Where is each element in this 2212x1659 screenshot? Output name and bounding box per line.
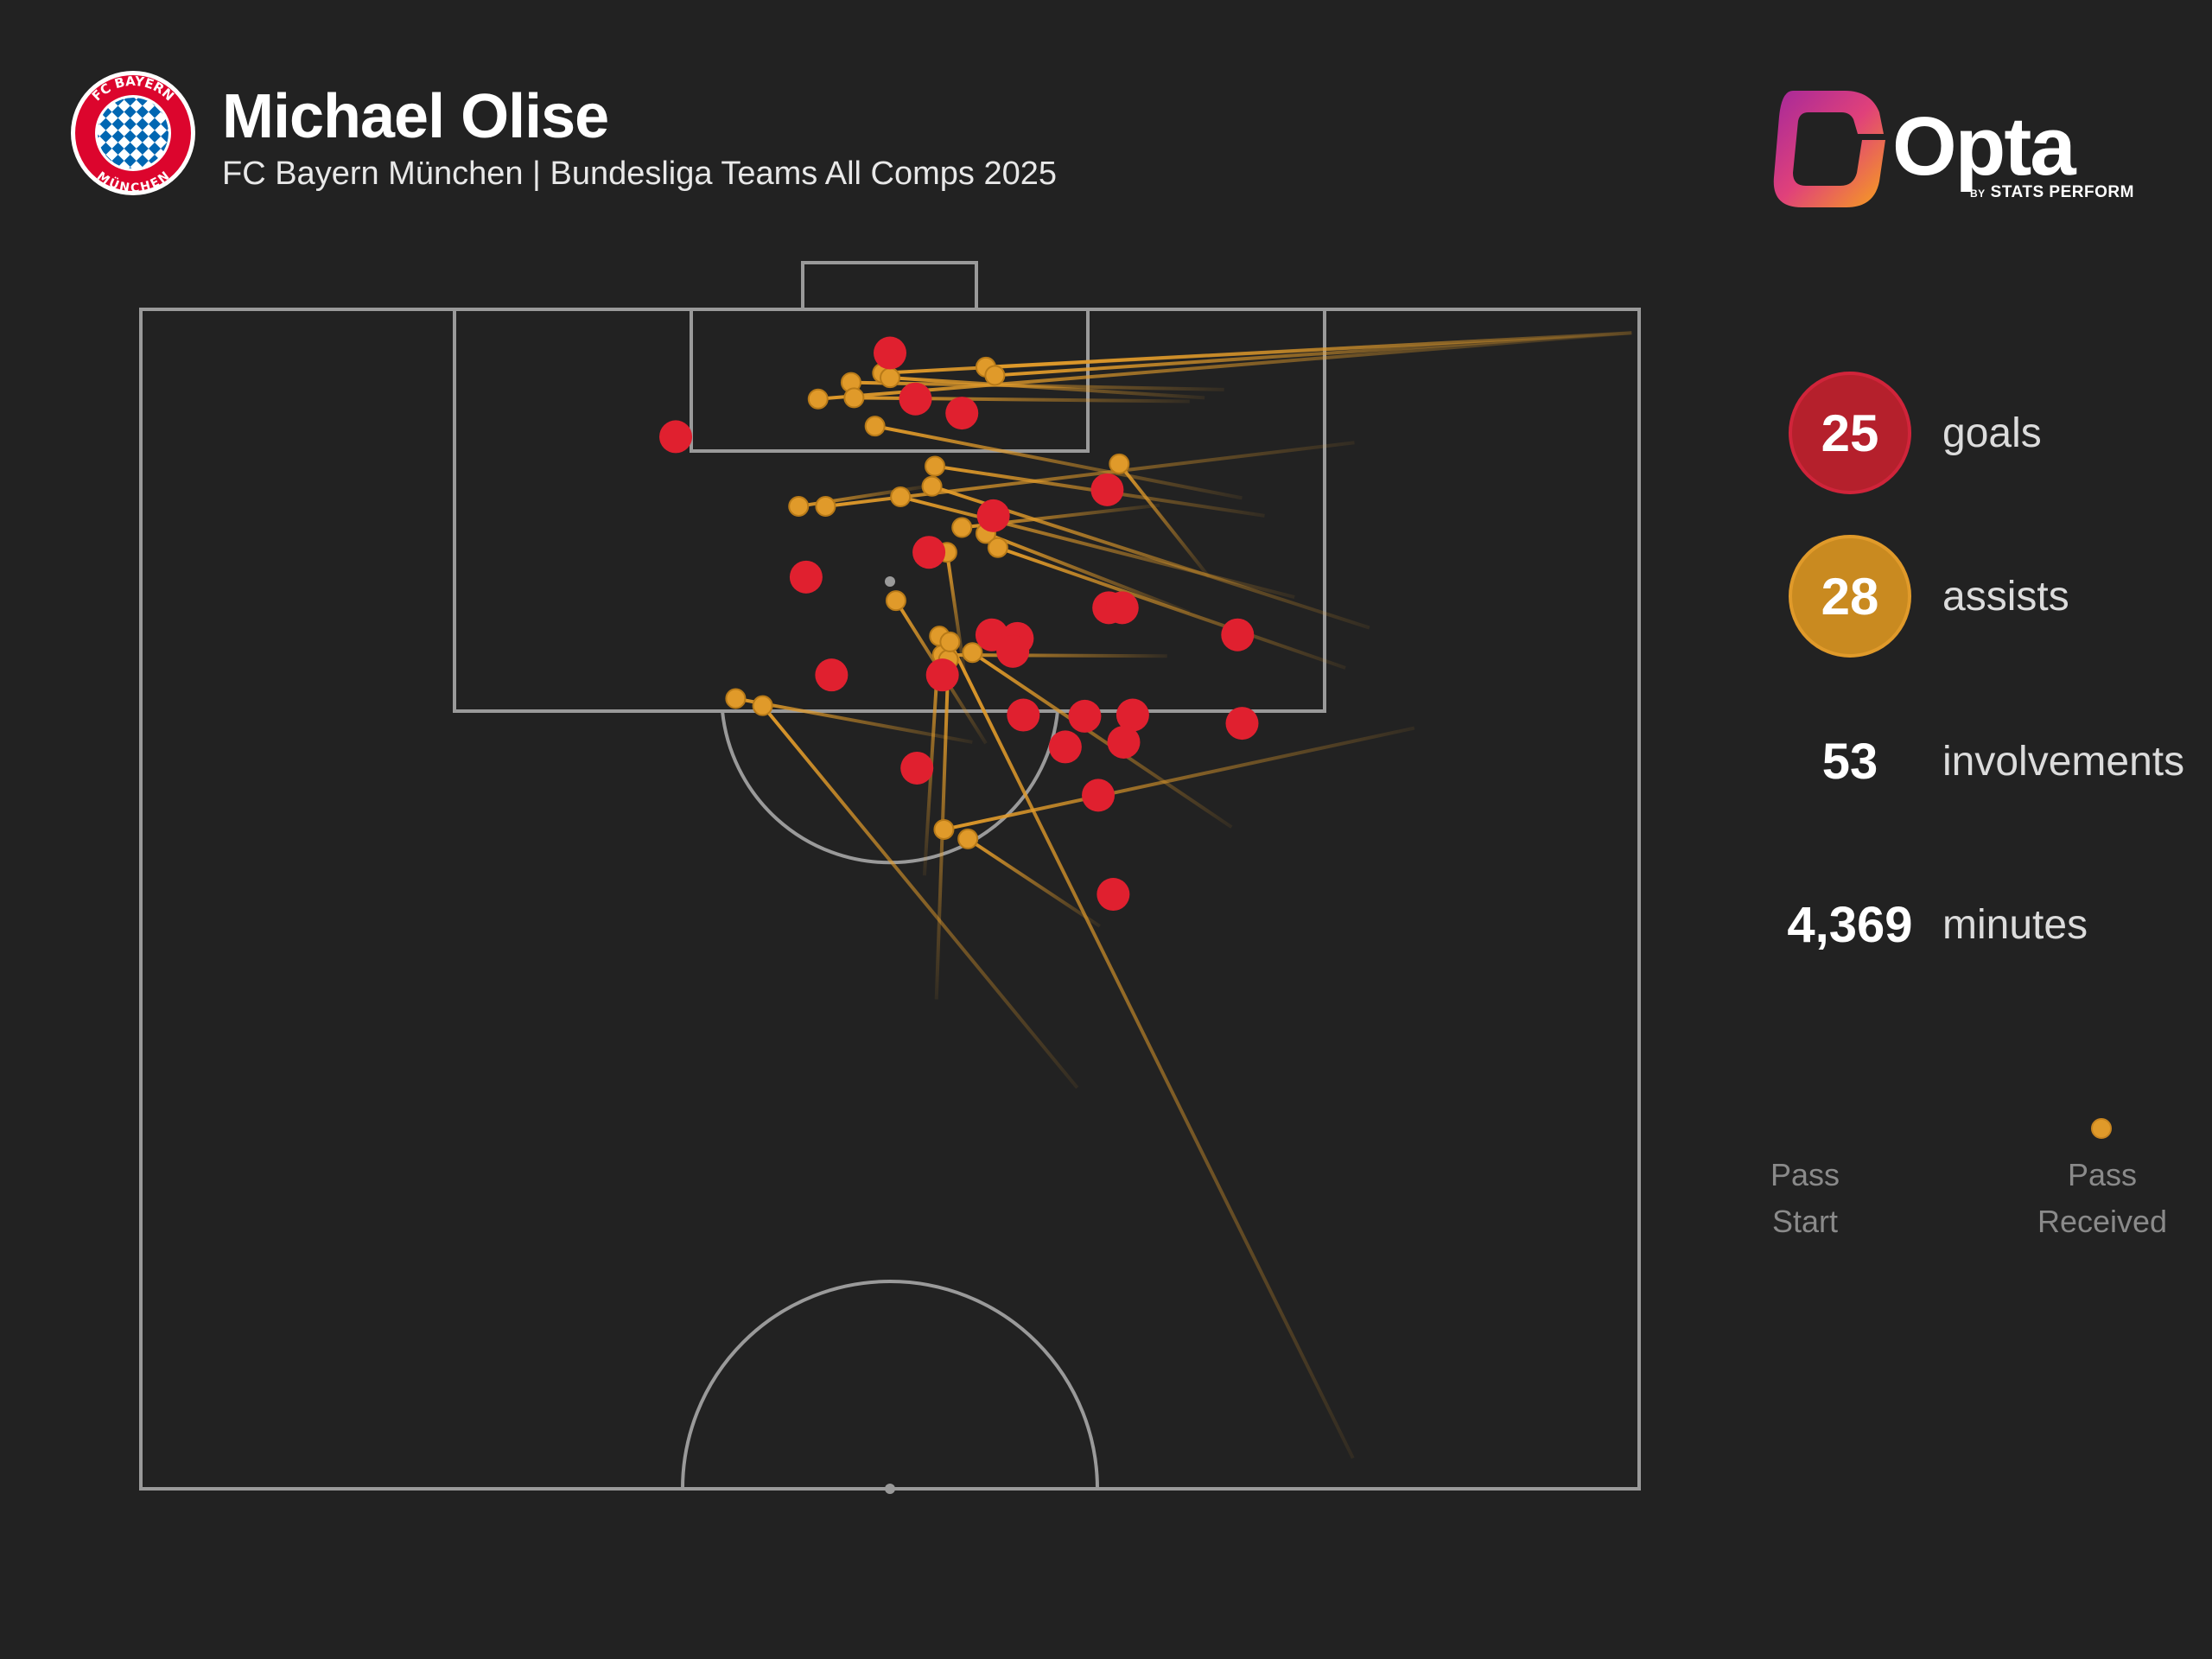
assist-pass-received-dot xyxy=(807,388,829,410)
goal-shot-dot xyxy=(1107,725,1141,759)
goal-shot-dot xyxy=(1082,779,1116,812)
assists-label: assists xyxy=(1942,573,2069,620)
assist-pass-received-dot xyxy=(939,631,961,652)
goal-shot-dot xyxy=(659,420,693,454)
assist-pass-line xyxy=(825,441,1355,508)
stat-minutes: 4,369 minutes xyxy=(1771,863,2203,993)
legend-pass-end-dot xyxy=(2091,1118,2112,1139)
assist-pass-line xyxy=(944,726,1415,831)
goal-shot-dot xyxy=(1221,618,1255,652)
assist-pass-line xyxy=(889,376,1205,400)
assist-pass-received-dot xyxy=(987,537,1008,558)
fc-bayern-badge-icon: FC BAYERN MÜNCHEN xyxy=(71,71,195,195)
penalty-spot xyxy=(885,576,895,587)
opta-logo-icon xyxy=(1773,91,1885,207)
involvements-label: involvements xyxy=(1942,738,2185,785)
assist-pass-received-dot xyxy=(984,365,1006,386)
centre-circle xyxy=(681,1280,1099,1490)
assist-pass-received-dot xyxy=(885,590,906,612)
goal xyxy=(801,261,978,311)
assist-pass-received-dot xyxy=(752,695,773,716)
assist-pass-received-dot xyxy=(933,818,955,840)
assist-pass-line xyxy=(967,837,1101,928)
goal-shot-dot xyxy=(900,751,934,785)
legend-end-label: Pass Received xyxy=(2007,1152,2197,1245)
brand-subtitle: BY STATS PERFORM xyxy=(1970,183,2134,202)
legend-start-label: Pass Start xyxy=(1710,1152,1900,1245)
assist-pass-line xyxy=(948,641,1355,1459)
goal-shot-dot xyxy=(976,499,1010,532)
stat-involvements: 53 involvements xyxy=(1771,700,2203,830)
assist-pass-received-dot xyxy=(962,642,983,664)
brand-sub-text: STATS PERFORM xyxy=(1990,183,2134,201)
goal-shot-dot xyxy=(1096,878,1130,912)
goal-shot-dot xyxy=(1007,698,1040,732)
assist-pass-line xyxy=(761,704,1079,1090)
goal-shot-dot xyxy=(874,336,906,370)
legend-start-line2: Start xyxy=(1771,1204,1839,1239)
goal-shot-dot xyxy=(945,397,979,430)
assist-pass-line xyxy=(971,651,1233,829)
assist-pass-received-dot xyxy=(890,486,912,508)
goal-shot-dot xyxy=(1090,473,1124,506)
goal-shot-dot xyxy=(789,560,823,594)
subtitle: FC Bayern München | Bundesliga Teams All… xyxy=(222,156,1058,192)
goals-value: 25 xyxy=(1789,372,1911,494)
pitch-lines xyxy=(139,261,1641,1491)
assist-pass-received-dot xyxy=(880,367,900,389)
assist-pass-received-dot xyxy=(815,495,836,517)
goal-shot-dot xyxy=(815,658,849,692)
assist-pass-line xyxy=(985,531,1191,614)
goal-shot-dot xyxy=(1068,699,1102,733)
goal-shot-dot xyxy=(912,536,946,569)
goal-shot-dot xyxy=(925,658,959,692)
assist-pass-received-dot xyxy=(725,688,747,709)
assist-pass-line xyxy=(874,424,1243,500)
penalty-arc xyxy=(721,710,1059,865)
assist-pass-line xyxy=(817,331,1632,401)
assist-pass-line xyxy=(997,545,1346,670)
legend-start-line1: Pass xyxy=(1770,1157,1840,1192)
assist-pass-line xyxy=(1117,462,1211,579)
assist-pass-received-dot xyxy=(864,416,886,437)
pitch-outline xyxy=(139,308,1641,1491)
goal-shot-dot xyxy=(1225,707,1259,741)
assist-pass-received-dot xyxy=(951,517,973,538)
goal-shot-dot xyxy=(899,382,932,416)
involvements-value: 53 xyxy=(1821,733,1878,790)
legend-end-line1: Pass xyxy=(2067,1157,2138,1192)
assist-pass-received-dot xyxy=(1109,453,1130,474)
assist-pass-received-dot xyxy=(788,495,810,517)
brand-name: Opta xyxy=(1892,100,2076,193)
assist-pass-received-dot xyxy=(957,828,979,849)
assist-pass-line xyxy=(882,331,1632,375)
assist-pass-line xyxy=(899,495,1295,599)
assist-layer xyxy=(725,331,1632,1459)
goal-shot-dot xyxy=(996,634,1030,668)
minutes-value: 4,369 xyxy=(1787,896,1913,953)
goals-label: goals xyxy=(1942,410,2042,456)
stat-assists: 28 assists xyxy=(1771,535,2203,664)
goal-shot-dot xyxy=(1048,730,1082,764)
goal-shot-dot xyxy=(1105,591,1139,625)
assist-pass-received-dot xyxy=(843,387,865,409)
minutes-label: minutes xyxy=(1942,901,2088,948)
stat-goals: 25 goals xyxy=(1771,372,2203,501)
assist-pass-received-dot xyxy=(921,475,943,497)
assists-value: 28 xyxy=(1789,535,1911,658)
centre-spot xyxy=(885,1484,895,1494)
assist-pass-received-dot xyxy=(925,455,946,477)
goal-layer xyxy=(659,336,1259,912)
player-name: Michael Olise xyxy=(222,82,609,151)
legend-end-line2: Received xyxy=(2037,1204,2168,1239)
brand-by: BY xyxy=(1970,188,1986,200)
goal-shot-dot xyxy=(1116,698,1149,732)
